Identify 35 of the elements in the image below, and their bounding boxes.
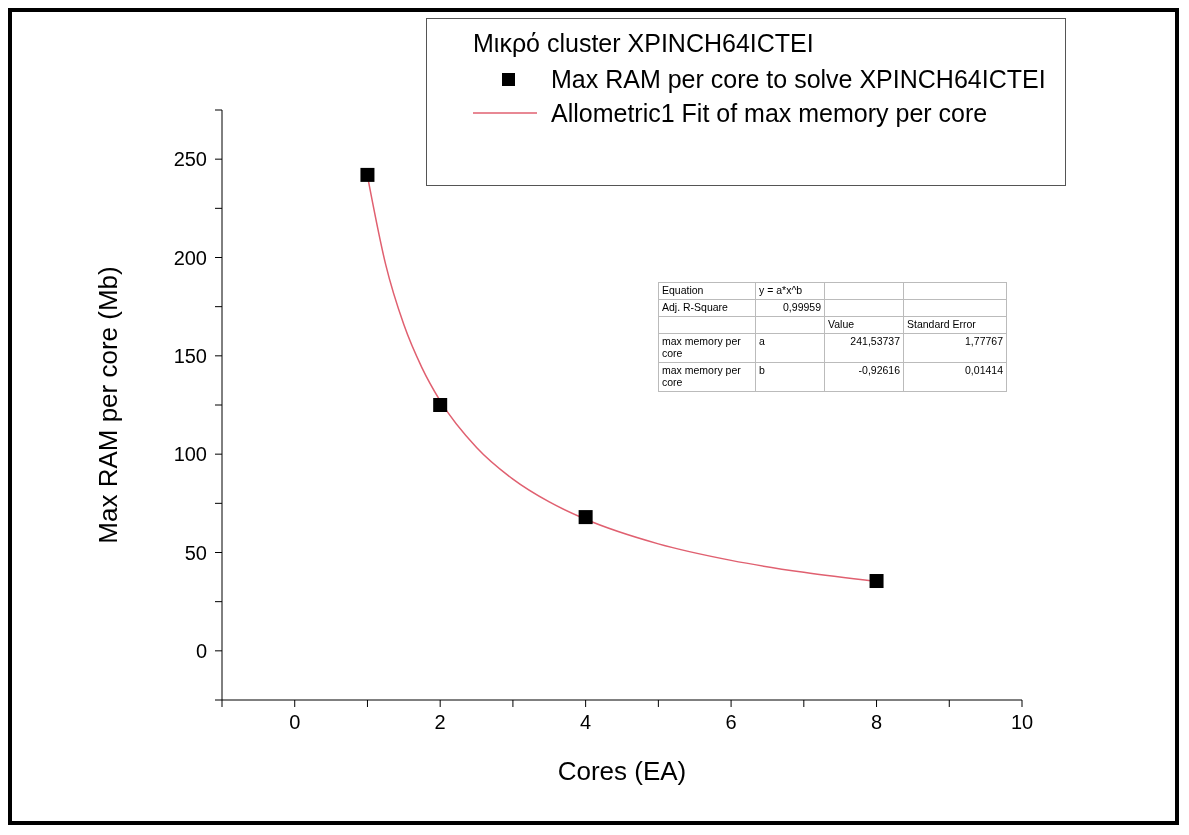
x-tick-label: 4	[580, 711, 592, 734]
y-tick-label: 250	[173, 148, 207, 171]
x-tick-label: 10	[1010, 711, 1034, 734]
annotation: a	[755, 333, 825, 363]
annotation: 1,77767	[903, 333, 1007, 363]
y-tick-label: 100	[173, 443, 207, 466]
legend-label: Max RAM per core to solve XPINCH64ICTEI	[551, 64, 1046, 94]
point	[869, 574, 884, 589]
annotation: Equation	[658, 282, 756, 300]
annotation: y = a*x^b	[755, 282, 825, 300]
point	[578, 510, 593, 525]
legend-label: Allometric1 Fit of max memory per core	[551, 98, 988, 128]
annotation: Adj. R-Square	[658, 299, 756, 317]
legend-title: Μικρό cluster XPINCH64ICTEI	[473, 29, 815, 58]
point	[360, 167, 375, 182]
y-tick-label: 0	[195, 639, 207, 662]
annotation: 241,53737	[824, 333, 904, 363]
x-tick-label: 0	[289, 711, 301, 734]
annotation: -0,92616	[824, 362, 904, 392]
x-tick-label: 8	[870, 711, 883, 734]
x-axis-title: Cores (EA)	[557, 756, 687, 786]
y-tick-label: 50	[184, 541, 207, 564]
annotation: 0,99959	[755, 299, 825, 317]
annotation: b	[755, 362, 825, 392]
annotation: max memory per core	[658, 362, 756, 392]
x-tick-label: 6	[725, 711, 737, 734]
y-tick-label: 200	[173, 246, 207, 269]
annotation: 0,01414	[903, 362, 1007, 392]
point	[433, 398, 448, 412]
annotation: Standard Error	[903, 316, 1007, 334]
x-tick-label: 2	[434, 711, 446, 734]
y-axis-title: Max RAM per core (Mb)	[93, 266, 124, 544]
annotation: max memory per core	[658, 333, 756, 363]
annotation: Value	[824, 316, 904, 334]
y-tick-label: 150	[173, 344, 207, 367]
